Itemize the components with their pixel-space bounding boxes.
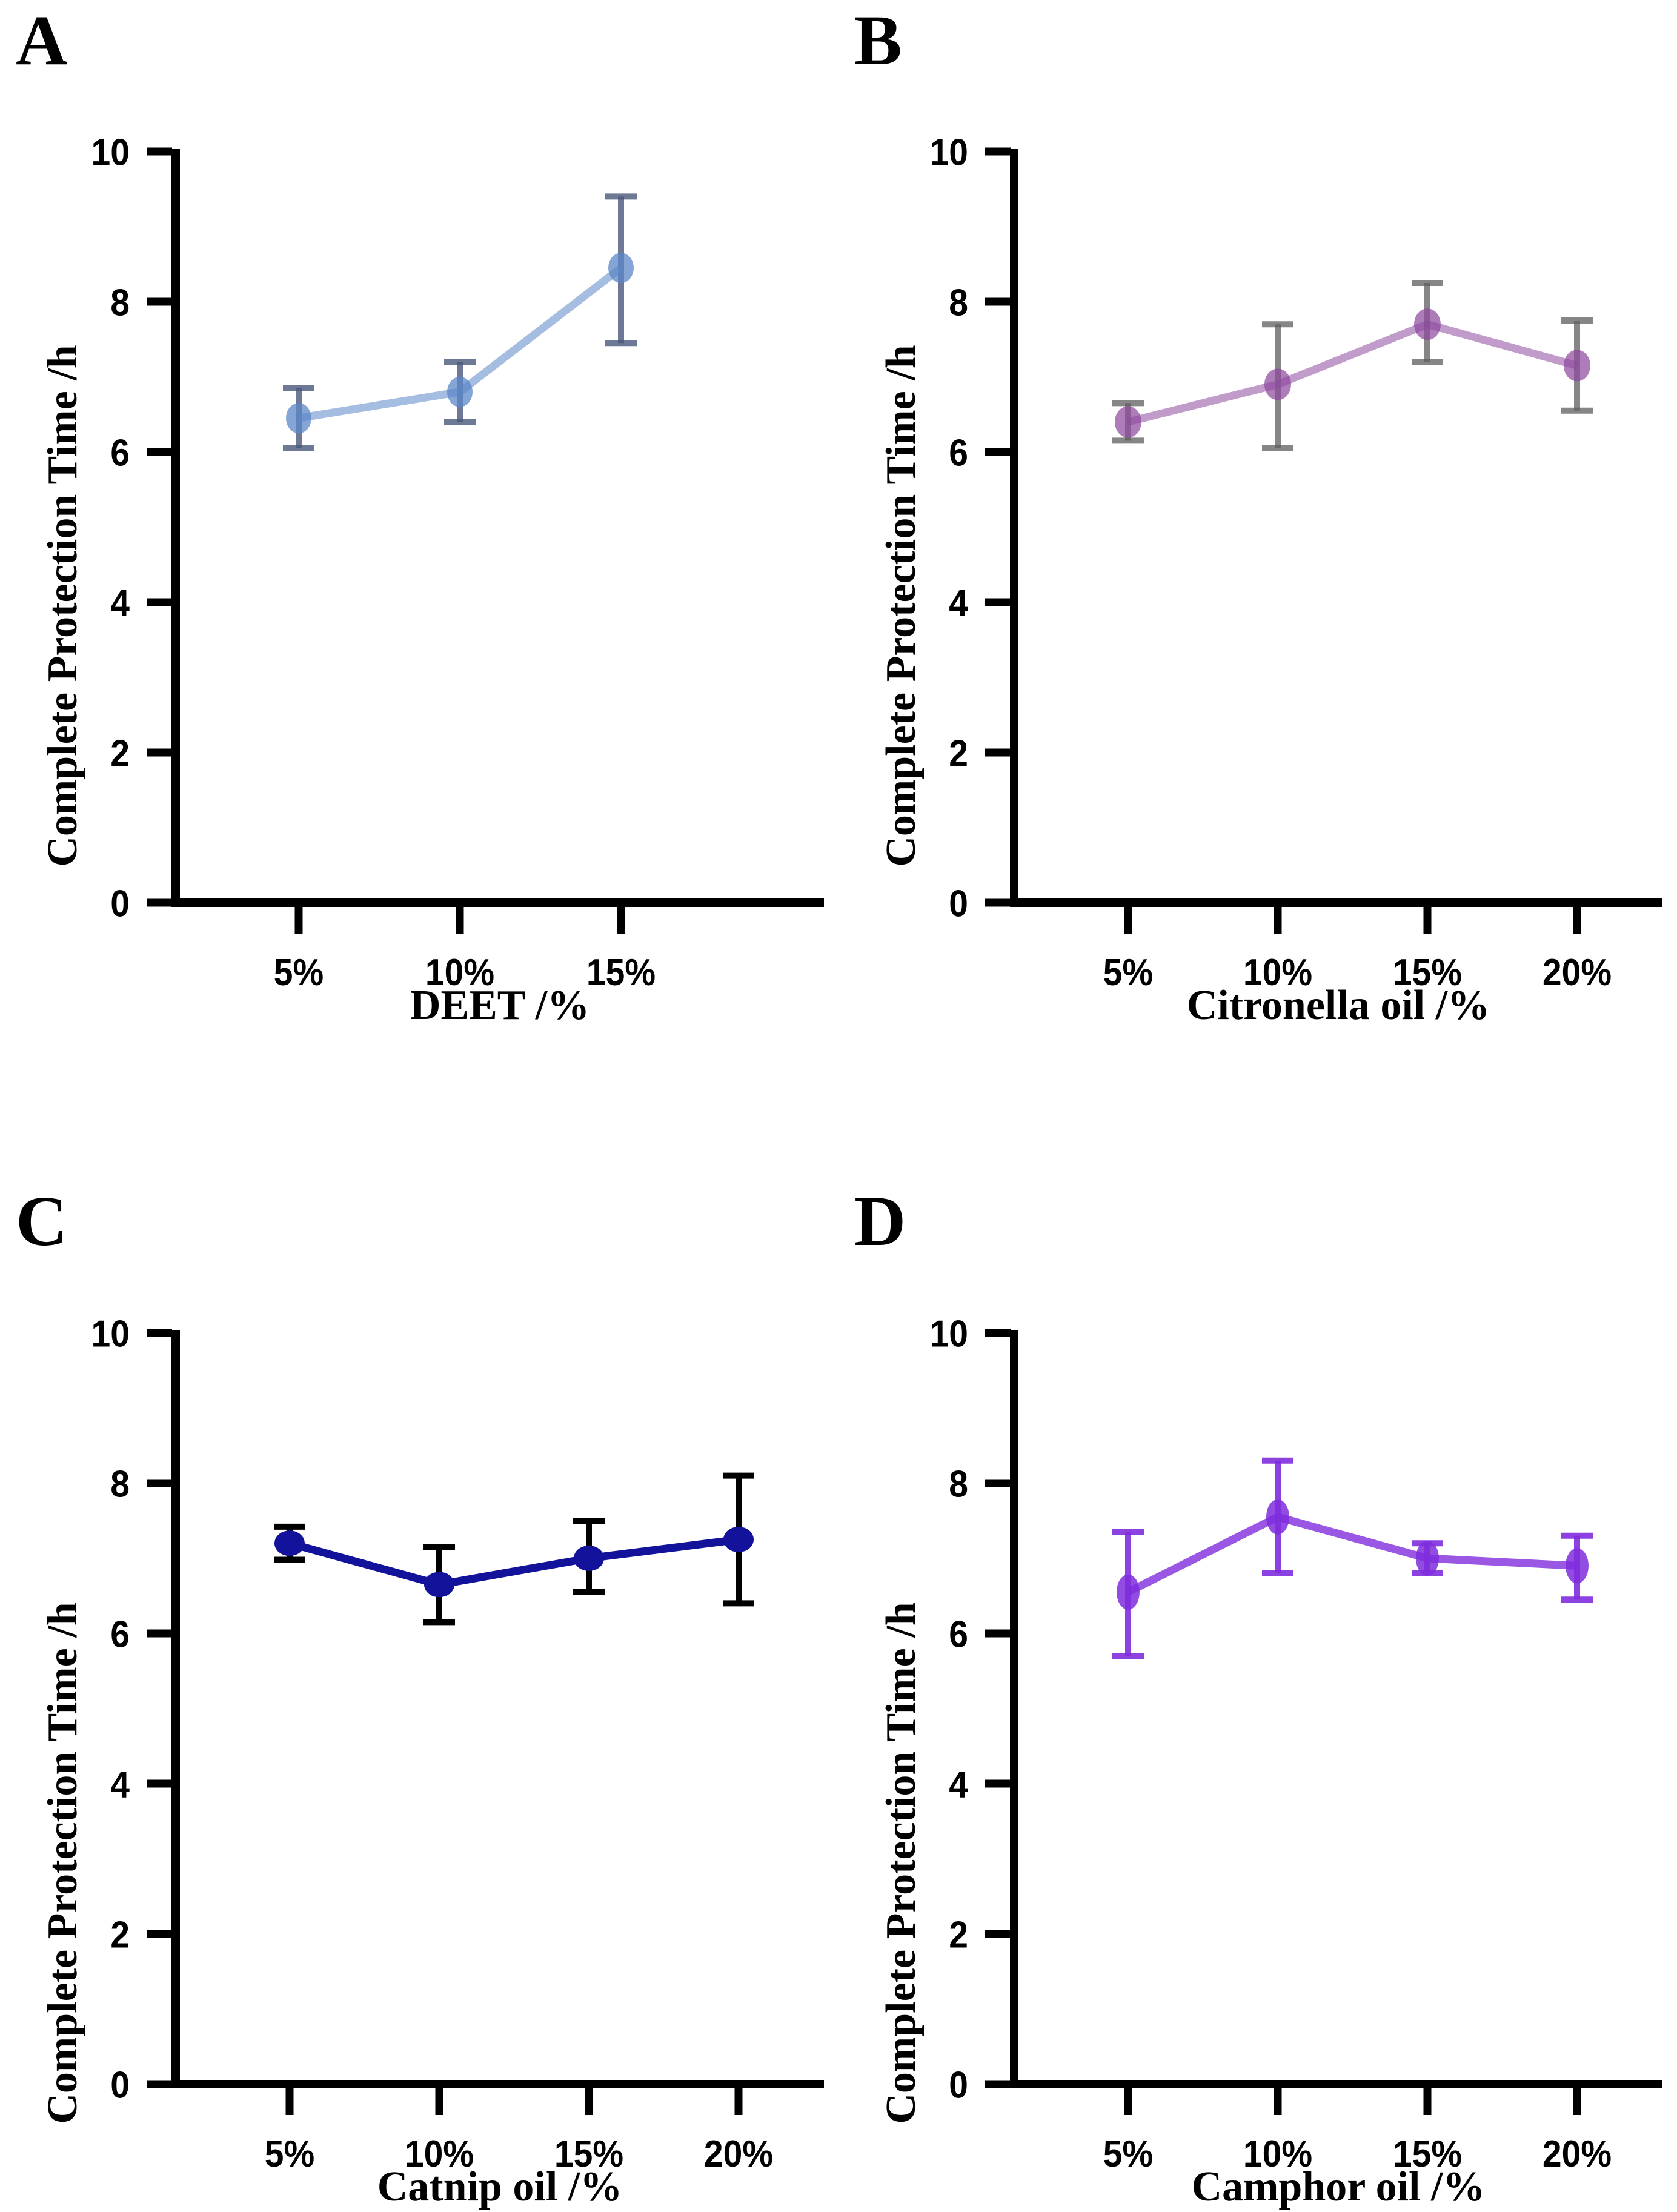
data-point-marker xyxy=(424,1572,454,1598)
x-tick-label: 20% xyxy=(1543,951,1612,994)
panel-b-label: B xyxy=(854,1,902,80)
panel-c-label: C xyxy=(16,1181,68,1261)
chart-deet: 0 2 4 6 8 10 5% 10% 15%DEET /% Complete Protectio… xyxy=(39,131,824,1029)
data-point-marker xyxy=(574,1546,604,1571)
y-axis-title: Complete Protection Time /h xyxy=(878,1602,925,2124)
y-tick-label: 0 xyxy=(110,2064,130,2106)
y-tick-label: 6 xyxy=(949,1613,968,1655)
chart-citronella-oil: 0 2 4 6 8 10 5% 10% 15% 20% Citronella oil /% Compl… xyxy=(878,131,1662,1029)
y-axis-title: Complete Protection Time /h xyxy=(39,1602,86,2124)
axes xyxy=(985,1329,1662,2115)
y-tick-label: 8 xyxy=(949,281,968,324)
error-bars xyxy=(1112,280,1593,451)
y-tick-label: 2 xyxy=(110,732,130,774)
x-tick-label: 20% xyxy=(704,2133,773,2175)
data-points xyxy=(274,1527,754,1598)
y-tick-label: 10 xyxy=(930,131,968,173)
data-points xyxy=(1117,1499,1589,1610)
x-tick-label: 10% xyxy=(1243,951,1312,994)
data-point-marker xyxy=(1416,1541,1439,1576)
panel-d-label: D xyxy=(854,1181,906,1261)
panel-b: B 0 2 4 6 8 10 5% 10% 15% 20% Citronella oil /% Com… xyxy=(838,0,1677,1106)
data-points xyxy=(1115,308,1590,438)
x-tick-label: 5% xyxy=(274,951,324,994)
x-tick-label: 15% xyxy=(1393,951,1462,994)
y-tick-label: 4 xyxy=(110,1763,130,1805)
y-tick-label: 0 xyxy=(949,882,968,925)
error-bars xyxy=(1112,1457,1593,1659)
data-point-marker xyxy=(1115,406,1141,438)
y-tick-label: 6 xyxy=(110,1613,130,1655)
y-tick-label: 8 xyxy=(110,1463,130,1505)
y-tick-label: 10 xyxy=(91,1312,130,1355)
x-tick-label: 10% xyxy=(1243,2133,1312,2175)
data-point-marker xyxy=(447,376,473,407)
data-line xyxy=(1126,1513,1578,1596)
y-tick-label: 8 xyxy=(949,1463,968,1505)
y-tick-label: 4 xyxy=(949,1763,968,1805)
x-tick-label: 15% xyxy=(1393,2133,1462,2175)
y-tick-label: 2 xyxy=(949,1913,968,1956)
axes xyxy=(985,147,1662,934)
data-point-marker xyxy=(274,1530,305,1556)
y-axis-title: Complete Protection Time /h xyxy=(39,345,86,866)
data-point-marker xyxy=(1117,1574,1140,1610)
x-tick-label: 15% xyxy=(586,951,656,994)
data-point-marker xyxy=(1266,1499,1289,1535)
x-axis-title: Camphor oil /% xyxy=(1192,2164,1486,2210)
y-tick-label: 10 xyxy=(930,1312,968,1355)
data-point-marker xyxy=(608,253,634,284)
x-tick-label: 5% xyxy=(1103,951,1153,994)
y-tick-label: 8 xyxy=(110,281,130,324)
axes xyxy=(147,147,824,934)
y-tick-label: 0 xyxy=(949,2064,968,2106)
x-tick-label: 5% xyxy=(1103,2133,1153,2175)
panel-a: A 0 2 4 6 8 10 5% 10% 15% DEET /% Complete Protect… xyxy=(0,0,838,1106)
data-points xyxy=(286,253,634,434)
panel-c: C 0 2 4 6 8 10 5% 10% 15% 20% Catnip oil /% Complet… xyxy=(0,1106,838,2211)
panel-a-label: A xyxy=(16,1,68,80)
y-tick-label: 6 xyxy=(949,431,968,474)
y-axis-title: Complete Protection Time /h xyxy=(878,345,925,866)
chart-catnip-oil: 0 2 4 6 8 10 5% 10% 15% 20% Catnip oil /% Complete … xyxy=(39,1312,824,2210)
data-point-marker xyxy=(1566,1548,1589,1584)
x-axis-title: DEET /% xyxy=(410,982,589,1029)
chart-camphor-oil: 0 2 4 6 8 10 5% 10% 15% 20% Camphor oil /% Complete… xyxy=(878,1312,1662,2210)
x-axis-title: Citronella oil /% xyxy=(1187,982,1490,1029)
panel-d: D 0 2 4 6 8 10 5% 10% 15% 20% Camphor oil /% Comple… xyxy=(838,1106,1677,2211)
data-point-marker xyxy=(1264,368,1291,400)
x-tick-label: 20% xyxy=(1543,2133,1612,2175)
y-tick-label: 2 xyxy=(110,1913,130,1956)
data-point-marker xyxy=(723,1527,754,1552)
data-point-marker xyxy=(1564,350,1590,382)
x-tick-label: 5% xyxy=(265,2133,314,2175)
x-tick-label: 10% xyxy=(405,2133,474,2175)
y-tick-label: 4 xyxy=(949,582,968,624)
data-line xyxy=(288,1535,739,1589)
y-tick-label: 0 xyxy=(110,882,130,925)
data-point-marker xyxy=(286,403,311,434)
y-tick-label: 6 xyxy=(110,431,130,474)
y-tick-label: 4 xyxy=(110,582,130,624)
x-axis-title: Catnip oil /% xyxy=(377,2164,623,2210)
y-tick-label: 2 xyxy=(949,732,968,774)
data-line xyxy=(1127,320,1578,426)
x-tick-label: 10% xyxy=(425,951,494,994)
data-point-marker xyxy=(1414,308,1441,340)
y-tick-label: 10 xyxy=(91,131,130,173)
x-tick-label: 15% xyxy=(554,2133,623,2175)
axes xyxy=(147,1329,824,2115)
